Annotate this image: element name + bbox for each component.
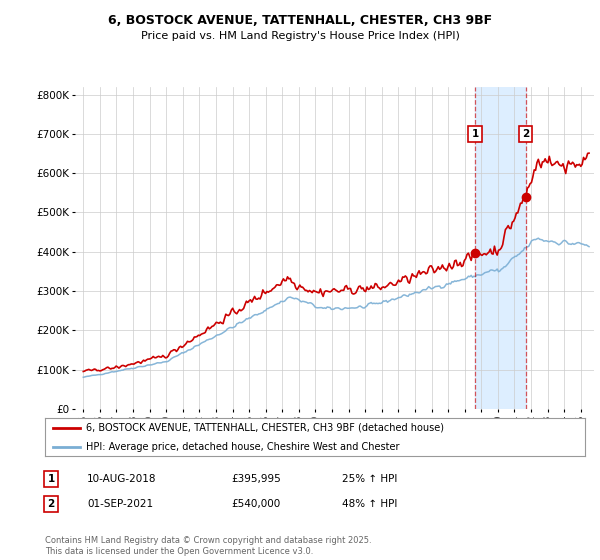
Text: 6, BOSTOCK AVENUE, TATTENHALL, CHESTER, CH3 9BF: 6, BOSTOCK AVENUE, TATTENHALL, CHESTER, … (108, 14, 492, 27)
Text: Contains HM Land Registry data © Crown copyright and database right 2025.
This d: Contains HM Land Registry data © Crown c… (45, 536, 371, 556)
Text: 01-SEP-2021: 01-SEP-2021 (87, 499, 153, 509)
Text: 1: 1 (47, 474, 55, 484)
Bar (475, 87, 526, 409)
Text: 1: 1 (472, 129, 479, 139)
Text: 6, BOSTOCK AVENUE, TATTENHALL, CHESTER, CH3 9BF (detached house): 6, BOSTOCK AVENUE, TATTENHALL, CHESTER, … (86, 423, 443, 433)
Text: 10-AUG-2018: 10-AUG-2018 (87, 474, 157, 484)
Text: 25% ↑ HPI: 25% ↑ HPI (342, 474, 397, 484)
Text: 2: 2 (522, 129, 529, 139)
Text: £395,995: £395,995 (231, 474, 281, 484)
Text: 2: 2 (47, 499, 55, 509)
Text: 48% ↑ HPI: 48% ↑ HPI (342, 499, 397, 509)
Text: £540,000: £540,000 (231, 499, 280, 509)
Text: Price paid vs. HM Land Registry's House Price Index (HPI): Price paid vs. HM Land Registry's House … (140, 31, 460, 41)
Text: HPI: Average price, detached house, Cheshire West and Chester: HPI: Average price, detached house, Ches… (86, 442, 399, 452)
